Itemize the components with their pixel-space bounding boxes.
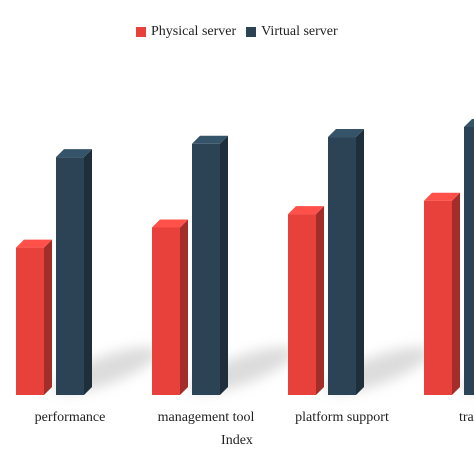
legend-item-physical-server: Physical server [136, 24, 236, 40]
bar-front [424, 200, 452, 395]
x-tick-label: performance [35, 410, 106, 425]
legend-label-virtual-server: Virtual server [261, 24, 338, 39]
bar-virtual-0 [56, 149, 92, 395]
bar-top [424, 192, 460, 201]
legend: Physical server Virtual server [136, 24, 348, 40]
legend-label-physical-server: Physical server [151, 24, 237, 39]
bar-side [180, 219, 188, 395]
x-tick-label: transfe [459, 410, 474, 425]
bar-side [220, 135, 228, 395]
bar-top [56, 149, 92, 158]
bar-physical-1 [152, 219, 188, 395]
bar-front [56, 157, 84, 395]
bar-top [16, 239, 52, 248]
bar-front [152, 227, 180, 395]
bar-top [328, 129, 364, 138]
bar-virtual-3 [464, 119, 474, 395]
x-axis-title: Index [221, 433, 253, 448]
bar-front [328, 137, 356, 396]
legend-item-virtual-server: Virtual server [246, 24, 338, 40]
x-tick-label: management tool [158, 410, 255, 425]
bar-side [452, 192, 460, 395]
bar-top [192, 135, 228, 144]
bar-side [356, 129, 364, 396]
legend-swatch-physical-server [136, 27, 146, 37]
bar-front [288, 214, 316, 395]
bar-front [192, 143, 220, 395]
bar-physical-0 [16, 239, 52, 395]
x-tick-label: platform support [295, 410, 389, 425]
bar-front [16, 247, 44, 395]
bar-physical-2 [288, 206, 324, 395]
bar-side [316, 206, 324, 395]
bar-physical-3 [424, 192, 460, 395]
bar-virtual-1 [192, 135, 228, 395]
bar-top [288, 206, 324, 215]
bar-side [44, 239, 52, 395]
bar-side [84, 149, 92, 395]
bar-top [152, 219, 188, 228]
bar-virtual-2 [328, 129, 364, 396]
bar-front [464, 127, 474, 395]
bar-top [464, 119, 474, 127]
legend-swatch-virtual-server [246, 27, 257, 37]
